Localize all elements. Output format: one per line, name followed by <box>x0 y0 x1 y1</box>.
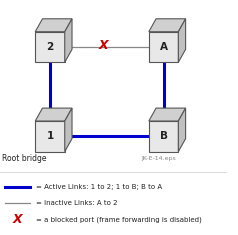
Text: X: X <box>12 213 22 226</box>
Polygon shape <box>149 19 186 32</box>
Text: X: X <box>99 39 108 52</box>
Polygon shape <box>65 108 72 152</box>
Polygon shape <box>65 19 72 62</box>
FancyBboxPatch shape <box>35 32 65 62</box>
Text: = a blocked port (frame forwarding is disabled): = a blocked port (frame forwarding is di… <box>36 216 202 223</box>
Text: 2: 2 <box>46 42 54 52</box>
Polygon shape <box>178 19 186 62</box>
Polygon shape <box>35 19 72 32</box>
Text: JK-E-14.eps: JK-E-14.eps <box>141 156 176 161</box>
Text: Root bridge: Root bridge <box>2 154 47 163</box>
FancyBboxPatch shape <box>149 121 178 152</box>
Text: B: B <box>159 131 168 141</box>
Polygon shape <box>149 108 186 121</box>
Text: A: A <box>159 42 168 52</box>
Polygon shape <box>35 108 72 121</box>
FancyBboxPatch shape <box>35 121 65 152</box>
Text: 1: 1 <box>46 131 54 141</box>
Polygon shape <box>178 108 186 152</box>
Text: = Active Links: 1 to 2; 1 to B; B to A: = Active Links: 1 to 2; 1 to B; B to A <box>36 184 163 190</box>
FancyBboxPatch shape <box>149 32 178 62</box>
Text: = Inactive Links: A to 2: = Inactive Links: A to 2 <box>36 200 118 206</box>
